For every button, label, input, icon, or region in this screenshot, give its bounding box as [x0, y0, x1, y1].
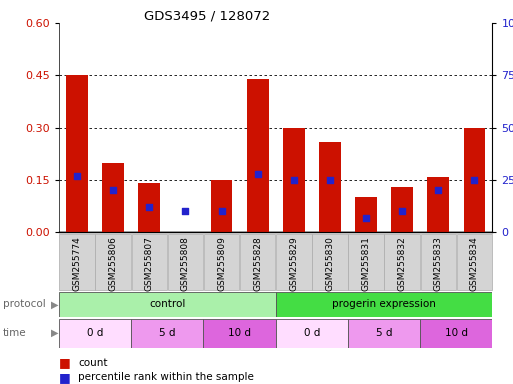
Bar: [275, 319, 348, 348]
Bar: [95, 234, 131, 290]
Text: count: count: [78, 358, 108, 368]
Point: [181, 208, 189, 214]
Text: GSM255809: GSM255809: [217, 236, 226, 291]
Point: [145, 204, 153, 210]
Bar: [384, 234, 420, 290]
Bar: [60, 234, 95, 290]
Bar: [132, 234, 167, 290]
Text: GSM255808: GSM255808: [181, 236, 190, 291]
Point: [73, 173, 81, 179]
Bar: [204, 234, 239, 290]
Text: GSM255832: GSM255832: [398, 236, 407, 291]
Text: GSM255834: GSM255834: [470, 236, 479, 291]
Text: time: time: [3, 328, 26, 338]
Bar: [348, 234, 384, 290]
Text: ▶: ▶: [51, 299, 58, 310]
Bar: [275, 292, 492, 317]
Text: percentile rank within the sample: percentile rank within the sample: [78, 372, 254, 382]
Point: [253, 170, 262, 177]
Bar: [457, 234, 492, 290]
Text: control: control: [149, 299, 186, 310]
Bar: [66, 75, 88, 232]
Text: GSM255828: GSM255828: [253, 236, 262, 291]
Bar: [139, 184, 160, 232]
Text: progerin expression: progerin expression: [332, 299, 436, 310]
Bar: [319, 142, 341, 232]
Point: [290, 177, 298, 183]
Text: GSM255806: GSM255806: [109, 236, 117, 291]
Text: GSM255829: GSM255829: [289, 236, 298, 291]
Bar: [283, 127, 305, 232]
Text: GSM255774: GSM255774: [72, 236, 82, 291]
Bar: [355, 197, 377, 232]
Text: 0 d: 0 d: [304, 328, 320, 338]
Text: 5 d: 5 d: [376, 328, 392, 338]
Bar: [276, 234, 311, 290]
Bar: [168, 234, 203, 290]
Text: ■: ■: [59, 371, 71, 384]
Point: [362, 215, 370, 221]
Bar: [348, 319, 420, 348]
Text: protocol: protocol: [3, 299, 45, 310]
Bar: [427, 177, 449, 232]
Point: [398, 208, 406, 214]
Bar: [131, 319, 204, 348]
Point: [218, 208, 226, 214]
Text: 10 d: 10 d: [228, 328, 251, 338]
Bar: [312, 234, 348, 290]
Bar: [420, 319, 492, 348]
Text: 10 d: 10 d: [445, 328, 468, 338]
Bar: [391, 187, 413, 232]
Bar: [464, 127, 485, 232]
Text: GSM255831: GSM255831: [362, 236, 370, 291]
Text: GDS3495 / 128072: GDS3495 / 128072: [144, 10, 270, 23]
Bar: [240, 234, 275, 290]
Text: GSM255830: GSM255830: [325, 236, 334, 291]
Point: [109, 187, 117, 194]
Text: GSM255807: GSM255807: [145, 236, 154, 291]
Point: [434, 187, 442, 194]
Bar: [204, 319, 275, 348]
Bar: [59, 319, 131, 348]
Text: GSM255833: GSM255833: [434, 236, 443, 291]
Bar: [421, 234, 456, 290]
Text: 0 d: 0 d: [87, 328, 103, 338]
Bar: [59, 292, 275, 317]
Point: [470, 177, 479, 183]
Text: 5 d: 5 d: [159, 328, 175, 338]
Point: [326, 177, 334, 183]
Bar: [102, 162, 124, 232]
Bar: [211, 180, 232, 232]
Bar: [247, 79, 268, 232]
Text: ■: ■: [59, 356, 71, 369]
Text: ▶: ▶: [51, 328, 58, 338]
